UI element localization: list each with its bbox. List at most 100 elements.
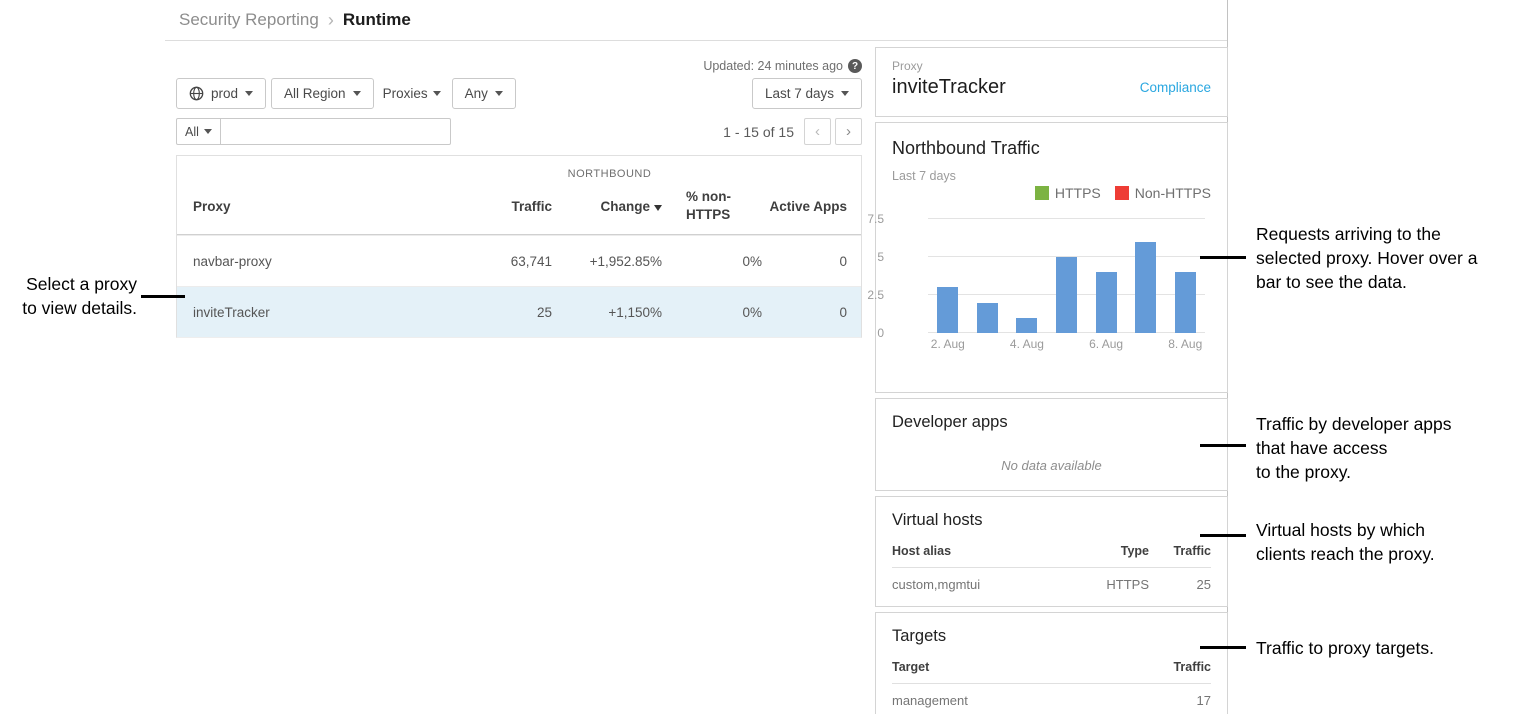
chart-bar[interactable] bbox=[1056, 257, 1077, 333]
legend-swatch-icon bbox=[1115, 186, 1129, 200]
table-group-header-row: NORTHBOUND bbox=[177, 156, 861, 180]
chart-subtitle: Last 7 days bbox=[892, 169, 1211, 183]
x-tick-label: 4. Aug bbox=[1007, 337, 1047, 353]
caret-down-icon bbox=[495, 91, 503, 96]
column-header-host-alias: Host alias bbox=[892, 544, 1059, 558]
x-tick-label: 6. Aug bbox=[1086, 337, 1126, 353]
chart-bar[interactable] bbox=[1096, 272, 1117, 333]
previous-page-button[interactable]: ‹ bbox=[804, 118, 831, 145]
proxy-table: NORTHBOUND Proxy Traffic Change % non-HT… bbox=[176, 155, 862, 338]
y-tick-label: 2.5 bbox=[856, 288, 884, 302]
proxy-name: inviteTracker bbox=[892, 76, 1006, 99]
any-label: Any bbox=[465, 86, 488, 101]
legend-item: Non-HTTPS bbox=[1115, 185, 1211, 201]
x-tick-label bbox=[1047, 337, 1087, 353]
table-row-invitetracker[interactable]: inviteTracker 25 +1,150% 0% 0 bbox=[177, 286, 861, 337]
chart-bar[interactable] bbox=[977, 303, 998, 333]
pagination-info: 1 - 15 of 15 bbox=[723, 124, 794, 140]
chart-bar[interactable] bbox=[1135, 242, 1156, 333]
sort-desc-icon bbox=[654, 205, 662, 211]
column-header-non-https: % non-HTTPS bbox=[662, 188, 746, 224]
app-window: Security Reporting › Runtime Updated: 24… bbox=[165, 0, 1228, 714]
y-tick-label: 0 bbox=[856, 326, 884, 340]
cell-host-alias: custom,mgmtui bbox=[892, 577, 1059, 592]
annotation-chart: Requests arriving to the selected proxy.… bbox=[1256, 222, 1516, 294]
proxies-label: Proxies bbox=[383, 86, 428, 101]
targets-card: Targets Target Traffic management 17 bbox=[875, 612, 1228, 714]
column-header-traffic: Traffic bbox=[457, 199, 552, 214]
chart-x-axis: 2. Aug4. Aug6. Aug8. Aug bbox=[928, 337, 1205, 353]
column-header-target: Target bbox=[892, 660, 1149, 674]
caret-down-icon bbox=[245, 91, 253, 96]
pager: ‹ › bbox=[804, 118, 862, 145]
table-row-navbar-proxy[interactable]: navbar-proxy 63,741 +1,952.85% 0% 0 bbox=[177, 235, 861, 286]
annotation-virtual-hosts: Virtual hosts by which clients reach the… bbox=[1256, 518, 1516, 566]
caret-down-icon bbox=[204, 129, 212, 134]
annotation-pointer-line bbox=[1200, 256, 1246, 259]
chart-bar[interactable] bbox=[937, 287, 958, 333]
region-dropdown[interactable]: All Region bbox=[271, 78, 374, 109]
y-tick-label: 5 bbox=[856, 250, 884, 264]
caret-down-icon bbox=[841, 91, 849, 96]
virtual-hosts-title: Virtual hosts bbox=[892, 511, 1211, 530]
filter-toolbar: prod All Region Proxies Any Last 7 days bbox=[176, 78, 862, 109]
targets-header-row: Target Traffic bbox=[892, 660, 1211, 684]
column-header-type: Type bbox=[1059, 544, 1149, 558]
search-scope-dropdown[interactable]: All bbox=[176, 118, 221, 145]
virtual-hosts-header-row: Host alias Type Traffic bbox=[892, 544, 1211, 568]
search-group: All bbox=[176, 118, 451, 145]
annotation-pointer-line bbox=[1200, 444, 1246, 447]
chart-title: Northbound Traffic bbox=[892, 138, 1211, 159]
annotation-targets: Traffic to proxy targets. bbox=[1256, 636, 1516, 660]
x-tick-label: 8. Aug bbox=[1165, 337, 1205, 353]
target-row[interactable]: management 17 bbox=[892, 684, 1211, 714]
cell-traffic: 25 bbox=[1149, 577, 1211, 592]
virtual-hosts-card: Virtual hosts Host alias Type Traffic cu… bbox=[875, 496, 1228, 607]
cell-type: HTTPS bbox=[1059, 577, 1149, 592]
cell-non-https: 0% bbox=[662, 254, 762, 269]
breadcrumb-current: Runtime bbox=[343, 10, 411, 30]
annotation-pointer-line bbox=[1200, 646, 1246, 649]
y-tick-label: 7.5 bbox=[856, 212, 884, 226]
compliance-link[interactable]: Compliance bbox=[1140, 80, 1211, 95]
updated-row: Updated: 24 minutes ago ? bbox=[176, 59, 862, 73]
column-header-active-apps: Active Apps bbox=[762, 199, 861, 214]
column-header-traffic: Traffic bbox=[1149, 544, 1211, 558]
cell-proxy: navbar-proxy bbox=[177, 254, 457, 269]
any-dropdown[interactable]: Any bbox=[452, 78, 516, 109]
proxies-dropdown[interactable]: Proxies bbox=[383, 86, 441, 101]
page: Security Reporting › Runtime Updated: 24… bbox=[0, 0, 1516, 714]
cell-traffic: 17 bbox=[1149, 693, 1211, 708]
cell-change: +1,150% bbox=[552, 305, 662, 320]
proxy-detail-panel: Proxy inviteTracker Compliance Northboun… bbox=[875, 47, 1228, 714]
cell-active-apps: 0 bbox=[762, 254, 861, 269]
proxy-search-input[interactable] bbox=[221, 118, 451, 145]
proxy-list-panel: Updated: 24 minutes ago ? prod All Regio… bbox=[176, 41, 862, 338]
cell-non-https: 0% bbox=[662, 305, 762, 320]
targets-title: Targets bbox=[892, 627, 1211, 646]
legend-item: HTTPS bbox=[1035, 185, 1101, 201]
environment-label: prod bbox=[211, 86, 238, 101]
cell-traffic: 63,741 bbox=[457, 254, 552, 269]
chart-bar[interactable] bbox=[1175, 272, 1196, 333]
table-header-row: Proxy Traffic Change % non-HTTPS Active … bbox=[177, 180, 861, 235]
virtual-host-row[interactable]: custom,mgmtui HTTPS 25 bbox=[892, 568, 1211, 601]
northbound-traffic-card: Northbound Traffic Last 7 days HTTPS Non-… bbox=[875, 122, 1228, 393]
date-range-dropdown[interactable]: Last 7 days bbox=[752, 78, 862, 109]
annotation-select-proxy: Select a proxy to view details. bbox=[0, 272, 137, 320]
column-header-change[interactable]: Change bbox=[552, 199, 662, 214]
globe-icon bbox=[189, 86, 204, 101]
bars-container bbox=[928, 215, 1205, 333]
breadcrumb-parent-link[interactable]: Security Reporting bbox=[179, 10, 319, 30]
help-icon[interactable]: ? bbox=[848, 59, 862, 73]
annotation-pointer-line bbox=[1200, 534, 1246, 537]
chart-bar[interactable] bbox=[1016, 318, 1037, 333]
developer-apps-card: Developer apps No data available bbox=[875, 398, 1228, 491]
column-header-proxy: Proxy bbox=[177, 199, 457, 214]
environment-dropdown[interactable]: prod bbox=[176, 78, 266, 109]
breadcrumb-separator-icon: › bbox=[328, 10, 334, 31]
date-range-label: Last 7 days bbox=[765, 86, 834, 101]
cell-target: management bbox=[892, 693, 1149, 708]
next-page-button[interactable]: › bbox=[835, 118, 862, 145]
annotation-developer-apps: Traffic by developer apps that have acce… bbox=[1256, 412, 1516, 484]
